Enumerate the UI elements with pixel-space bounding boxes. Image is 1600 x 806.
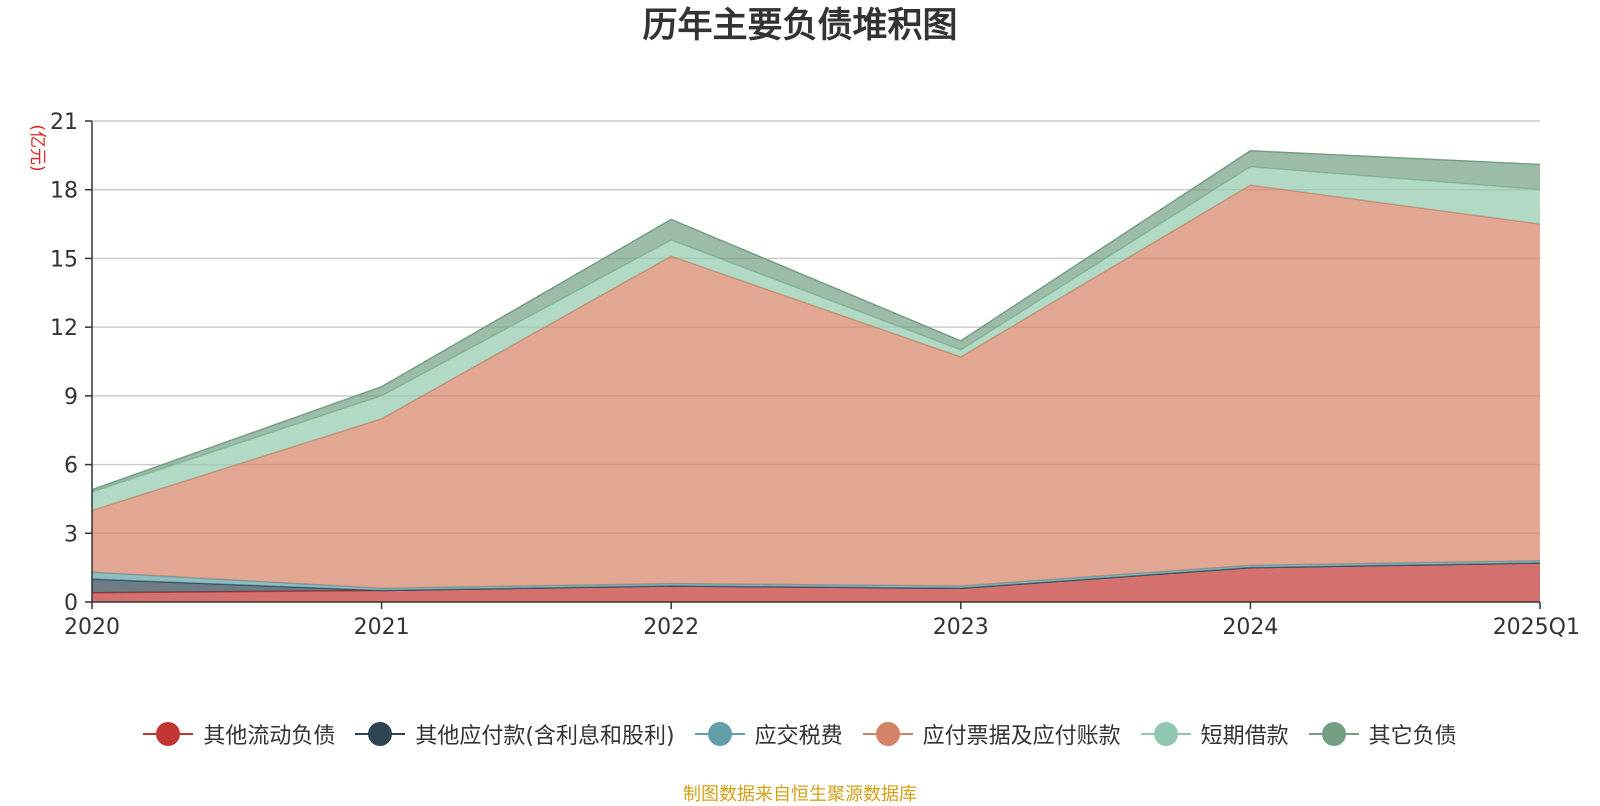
y-tick-label: 0	[64, 591, 78, 616]
legend-marker-icon	[1140, 722, 1191, 746]
legend-label: 其他流动负债	[203, 724, 336, 749]
legend-item[interactable]: 其他应付款(含利息和股利)	[355, 718, 675, 750]
legend-label: 其它负债	[1368, 724, 1457, 749]
y-axis-unit-label: (亿元)	[27, 124, 47, 171]
legend-marker-icon	[143, 722, 194, 746]
stacked-area-chart: 0 3 6 9 12 15 18 21 2020 2021 2022 2023 2024 2025Q1 历…	[27, 6, 1580, 640]
x-tick-label: 2020	[64, 615, 120, 640]
area-series-0	[92, 563, 1540, 602]
y-tick-label: 3	[64, 522, 78, 547]
legend-marker-icon	[862, 722, 913, 746]
area-series-1	[92, 563, 1540, 593]
y-tick-label: 21	[50, 110, 78, 135]
legend-marker-icon	[694, 722, 745, 746]
axis-layer: 0 3 6 9 12 15 18 21 2020 2021 2022 2023 2024 2025Q1	[50, 110, 1580, 640]
legend-item[interactable]: 应付票据及应付账款	[862, 718, 1121, 750]
x-tick-label: 2022	[643, 615, 699, 640]
legend-marker-icon	[1308, 722, 1359, 746]
legend-label: 其他应付款(含利息和股利)	[415, 724, 675, 749]
x-tick-label: 2023	[933, 615, 989, 640]
legend-label: 应付票据及应付账款	[922, 724, 1121, 749]
y-tick-label: 9	[64, 385, 78, 410]
legend-item[interactable]: 应交税费	[694, 718, 843, 750]
legend: 其他流动负债 其他应付款(含利息和股利) 应交税费 应付票据及应付账款 短期借款 其它负债	[0, 718, 1600, 750]
area-series-3	[92, 185, 1540, 589]
area-series-4	[92, 166, 1540, 511]
legend-item[interactable]: 其他流动负债	[143, 718, 335, 750]
x-tick-label: 2024	[1222, 615, 1278, 640]
y-tick-label: 6	[64, 454, 78, 479]
data-source-note: 制图数据来自恒生聚源数据库	[683, 784, 917, 805]
y-tick-label: 18	[50, 179, 78, 204]
legend-marker-icon	[355, 722, 406, 746]
area-line-series-1	[91, 562, 1541, 592]
legend-item[interactable]: 短期借款	[1140, 718, 1289, 750]
legend-item[interactable]: 其它负债	[1308, 718, 1457, 750]
legend-label: 应交税费	[754, 724, 843, 749]
x-tick-label: 2025Q1	[1493, 615, 1580, 640]
y-tick-label: 15	[50, 247, 78, 272]
legend-label: 短期借款	[1200, 724, 1289, 749]
area-line-series-5	[91, 150, 1541, 491]
x-tick-label: 2021	[354, 615, 410, 640]
chart-title: 历年主要负债堆积图	[642, 6, 957, 46]
y-tick-label: 12	[50, 316, 78, 341]
area-layer	[91, 150, 1541, 602]
